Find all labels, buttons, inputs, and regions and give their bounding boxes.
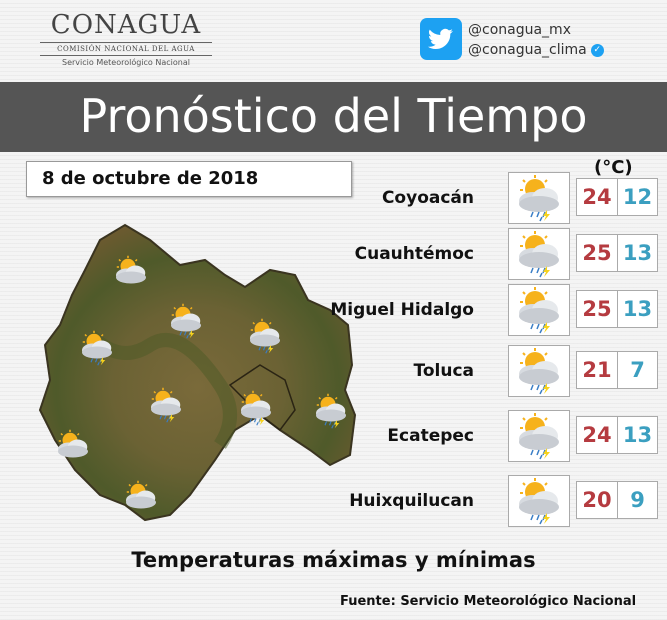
forecast-row: Ecatepec 24 13 bbox=[360, 410, 660, 466]
min-temp: 13 bbox=[622, 423, 653, 447]
twitter-handles: @conagua_mx @conagua_clima ✓ bbox=[468, 20, 604, 60]
unit-label: (°C) bbox=[594, 157, 633, 178]
city-name: Miguel Hidalgo bbox=[330, 300, 474, 320]
forecast-row: Miguel Hidalgo 25 13 bbox=[330, 284, 660, 340]
city-name: Toluca bbox=[413, 361, 475, 381]
city-name: Ecatepec bbox=[387, 426, 474, 446]
min-temp: 9 bbox=[630, 488, 645, 512]
temperature-box: 24 13 bbox=[576, 416, 658, 454]
twitter-bird-icon bbox=[420, 18, 462, 60]
map-weather-icon bbox=[143, 387, 189, 423]
logo-subtitle: COMISIÓN NACIONAL DEL AGUA bbox=[57, 45, 195, 53]
verified-check-icon: ✓ bbox=[590, 43, 604, 57]
forecast-icon-box bbox=[508, 172, 570, 224]
city-name: Huixquilucan bbox=[349, 491, 474, 511]
forecast-icon-box bbox=[508, 284, 570, 336]
forecast-icon-box bbox=[508, 345, 570, 397]
max-temp: 24 bbox=[577, 417, 618, 453]
forecast-row: Cuauhtémoc 25 13 bbox=[355, 228, 660, 284]
date-box: 8 de octubre de 2018 bbox=[26, 161, 352, 197]
temperature-box: 25 13 bbox=[576, 290, 658, 328]
forecast-icon-box bbox=[508, 228, 570, 280]
temperature-box: 20 9 bbox=[576, 481, 658, 519]
map-shape bbox=[38, 223, 357, 522]
temperature-box: 21 7 bbox=[576, 351, 658, 389]
state-map bbox=[30, 215, 370, 535]
forecast-icon-box bbox=[508, 410, 570, 462]
logo-divider-2 bbox=[40, 55, 212, 56]
title-banner: Pronóstico del Tiempo bbox=[0, 82, 667, 152]
min-temp: 13 bbox=[622, 241, 653, 265]
footer-subtitle: Temperaturas máximas y mínimas bbox=[131, 548, 536, 572]
map-weather-icon bbox=[233, 390, 279, 426]
logo-main-text: CONAGUA bbox=[50, 10, 202, 40]
forecast-icon-box bbox=[508, 475, 570, 527]
max-temp: 21 bbox=[577, 352, 618, 388]
min-temp: 7 bbox=[630, 358, 645, 382]
forecast-date: 8 de octubre de 2018 bbox=[42, 168, 259, 189]
max-temp: 25 bbox=[577, 235, 618, 271]
partly-cloudy-rain-icon bbox=[509, 229, 569, 279]
page-title: Pronóstico del Tiempo bbox=[79, 89, 588, 143]
min-temp: 12 bbox=[622, 185, 653, 209]
partly-cloudy-rain-icon bbox=[509, 173, 569, 223]
source-credit: Fuente: Servicio Meteorológico Nacional bbox=[340, 594, 637, 609]
forecast-row: Coyoacán 24 12 bbox=[360, 172, 660, 228]
conagua-logo: CONAGUA COMISIÓN NACIONAL DEL AGUA Servi… bbox=[40, 10, 212, 67]
max-temp: 20 bbox=[577, 482, 618, 518]
map-weather-icon bbox=[74, 330, 120, 366]
partly-cloudy-rain-icon bbox=[509, 411, 569, 461]
temperature-box: 25 13 bbox=[576, 234, 658, 272]
max-temp: 25 bbox=[577, 291, 618, 327]
map-weather-icon bbox=[118, 480, 164, 516]
temperature-box: 24 12 bbox=[576, 178, 658, 216]
partly-cloudy-rain-icon bbox=[509, 285, 569, 335]
map-weather-icon bbox=[50, 429, 96, 465]
state-outline bbox=[38, 223, 357, 522]
twitter-handle-1[interactable]: @conagua_mx bbox=[468, 22, 571, 38]
twitter-handle-2[interactable]: @conagua_clima bbox=[468, 42, 587, 58]
forecast-row: Toluca 21 7 bbox=[360, 345, 660, 401]
logo-service: Servicio Meteorológico Nacional bbox=[62, 58, 190, 67]
min-temp: 13 bbox=[622, 297, 653, 321]
map-weather-icon bbox=[308, 393, 354, 429]
map-weather-icon bbox=[163, 303, 209, 339]
logo-divider bbox=[40, 42, 212, 43]
forecast-row: Huixquilucan 20 9 bbox=[349, 475, 660, 531]
city-name: Cuauhtémoc bbox=[354, 244, 474, 264]
map-weather-icon bbox=[108, 255, 154, 291]
max-temp: 24 bbox=[577, 179, 618, 215]
twitter-handle-2-row: @conagua_clima ✓ bbox=[468, 40, 604, 60]
partly-cloudy-rain-icon bbox=[509, 346, 569, 396]
city-name: Coyoacán bbox=[381, 188, 474, 208]
partly-cloudy-rain-icon bbox=[509, 476, 569, 526]
map-weather-icon bbox=[242, 318, 288, 354]
